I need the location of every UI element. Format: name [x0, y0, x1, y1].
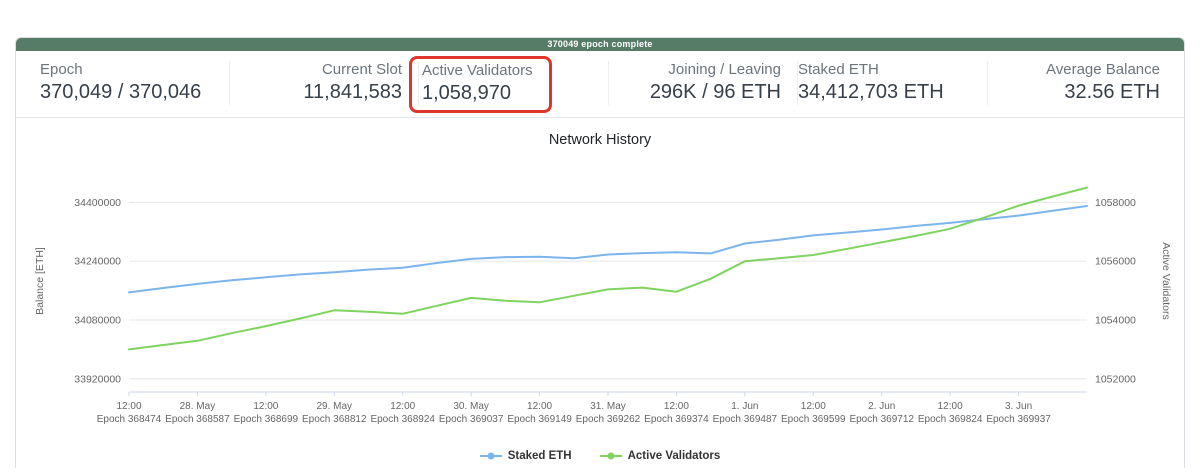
- x-tick-label-epoch: Epoch 369374: [644, 414, 709, 425]
- legend-marker-active-validators: [599, 452, 622, 460]
- left-axis-tick-label: 34240000: [74, 256, 121, 268]
- stat-current-slot-value: 11,841,583: [303, 81, 402, 103]
- stat-joining-leaving: Joining / Leaving 296K / 96 ETH: [609, 61, 798, 105]
- stat-active-validators-value: 1,058,970: [422, 82, 511, 104]
- x-tick-label-time: 12:00: [253, 401, 278, 412]
- x-tick-label-epoch: Epoch 368474: [97, 414, 162, 425]
- epoch-status-banner: 370049 epoch complete: [16, 38, 1184, 51]
- stat-epoch-value: 370,049 / 370,046: [40, 81, 202, 103]
- stat-active-validators: Active Validators 1,058,970: [409, 56, 609, 113]
- x-tick-label-epoch: Epoch 369712: [849, 414, 914, 425]
- left-axis-tick-label: 34080000: [74, 314, 121, 326]
- x-tick-label-epoch: Epoch 369262: [576, 414, 641, 425]
- stat-staked-eth: Staked ETH 34,412,703 ETH: [798, 61, 988, 105]
- x-tick-label-time: 12:00: [116, 401, 141, 412]
- x-tick-label-time: 31. May: [590, 401, 626, 412]
- stat-staked-eth-value: 34,412,703 ETH: [798, 81, 944, 103]
- x-tick-label-time: 1. Jun: [731, 401, 758, 412]
- x-tick-label-time: 12:00: [801, 401, 826, 412]
- x-tick-label-time: 2. Jun: [868, 401, 895, 412]
- x-tick-label-epoch: Epoch 369937: [986, 414, 1051, 425]
- stat-current-slot-label: Current Slot: [321, 61, 402, 78]
- active-validators-highlight: Active Validators 1,058,970: [409, 56, 552, 113]
- x-tick-label-epoch: Epoch 368587: [165, 414, 230, 425]
- stat-epoch: Epoch 370,049 / 370,046: [40, 61, 230, 105]
- stat-joining-leaving-label: Joining / Leaving: [668, 61, 781, 78]
- network-history-chart[interactable]: 33920000 34080000 34240000 34400000 1052000 1…: [17, 152, 1183, 444]
- legend-item-staked-eth[interactable]: Staked ETH: [479, 450, 572, 462]
- right-axis-tick-label: 1056000: [1095, 256, 1136, 268]
- x-tick-label-time: 12:00: [390, 401, 415, 412]
- x-tick-label-time: 3. Jun: [1005, 401, 1032, 412]
- right-axis-title: Active Validators: [1160, 242, 1172, 319]
- legend-marker-staked-eth: [479, 452, 502, 460]
- series-staked-eth: [128, 205, 1088, 294]
- x-tick-label-epoch: Epoch 369487: [713, 414, 778, 425]
- x-tick-label-epoch: Epoch 369599: [781, 414, 846, 425]
- stats-row: Epoch 370,049 / 370,046 Current Slot 11,…: [16, 51, 1184, 118]
- stat-joining-leaving-value: 296K / 96 ETH: [649, 81, 781, 103]
- dashboard-card: 370049 epoch complete Epoch 370,049 / 37…: [15, 37, 1185, 468]
- stat-current-slot: Current Slot 11,841,583: [230, 61, 419, 105]
- x-tick-label-epoch: Epoch 369824: [918, 414, 983, 425]
- chart-title: Network History: [548, 132, 652, 148]
- x-tick-label-epoch: Epoch 368812: [302, 414, 367, 425]
- stat-average-balance: Average Balance 32.56 ETH: [988, 61, 1160, 105]
- left-axis-tick-label: 34400000: [74, 197, 121, 209]
- x-tick-label-time: 30. May: [453, 401, 489, 412]
- x-tick-label-time: 12:00: [938, 401, 963, 412]
- right-axis-tick-label: 1058000: [1095, 197, 1136, 209]
- chart-area: Network History 33920000 34080000 34240000…: [16, 132, 1184, 468]
- left-axis-title: Balance [ETH]: [34, 247, 46, 315]
- legend-label-staked-eth: Staked ETH: [507, 450, 572, 462]
- left-axis-tick-label: 33920000: [74, 373, 121, 385]
- x-tick-label-time: 28. May: [180, 401, 216, 412]
- x-tick-label-epoch: Epoch 369149: [507, 414, 572, 425]
- x-tick-label-time: 29. May: [316, 401, 352, 412]
- x-tick-label-time: 12:00: [664, 401, 689, 412]
- stat-active-validators-label: Active Validators: [422, 62, 533, 79]
- legend-label-active-validators: Active Validators: [627, 450, 721, 462]
- x-tick-label-epoch: Epoch 368924: [370, 414, 435, 425]
- stat-staked-eth-label: Staked ETH: [798, 61, 879, 78]
- stat-average-balance-value: 32.56 ETH: [1064, 81, 1160, 103]
- legend-item-active-validators[interactable]: Active Validators: [599, 450, 721, 462]
- x-tick-label-epoch: Epoch 369037: [439, 414, 504, 425]
- right-axis-tick-label: 1054000: [1095, 314, 1136, 326]
- stat-epoch-label: Epoch: [40, 61, 83, 78]
- chart-legend: Staked ETH Active Validators: [16, 444, 1184, 468]
- stat-average-balance-label: Average Balance: [1046, 61, 1160, 78]
- series-active-validators: [128, 186, 1088, 351]
- right-axis-tick-label: 1052000: [1095, 373, 1136, 385]
- x-tick-label-time: 12:00: [527, 401, 552, 412]
- x-tick-label-epoch: Epoch 368699: [234, 414, 299, 425]
